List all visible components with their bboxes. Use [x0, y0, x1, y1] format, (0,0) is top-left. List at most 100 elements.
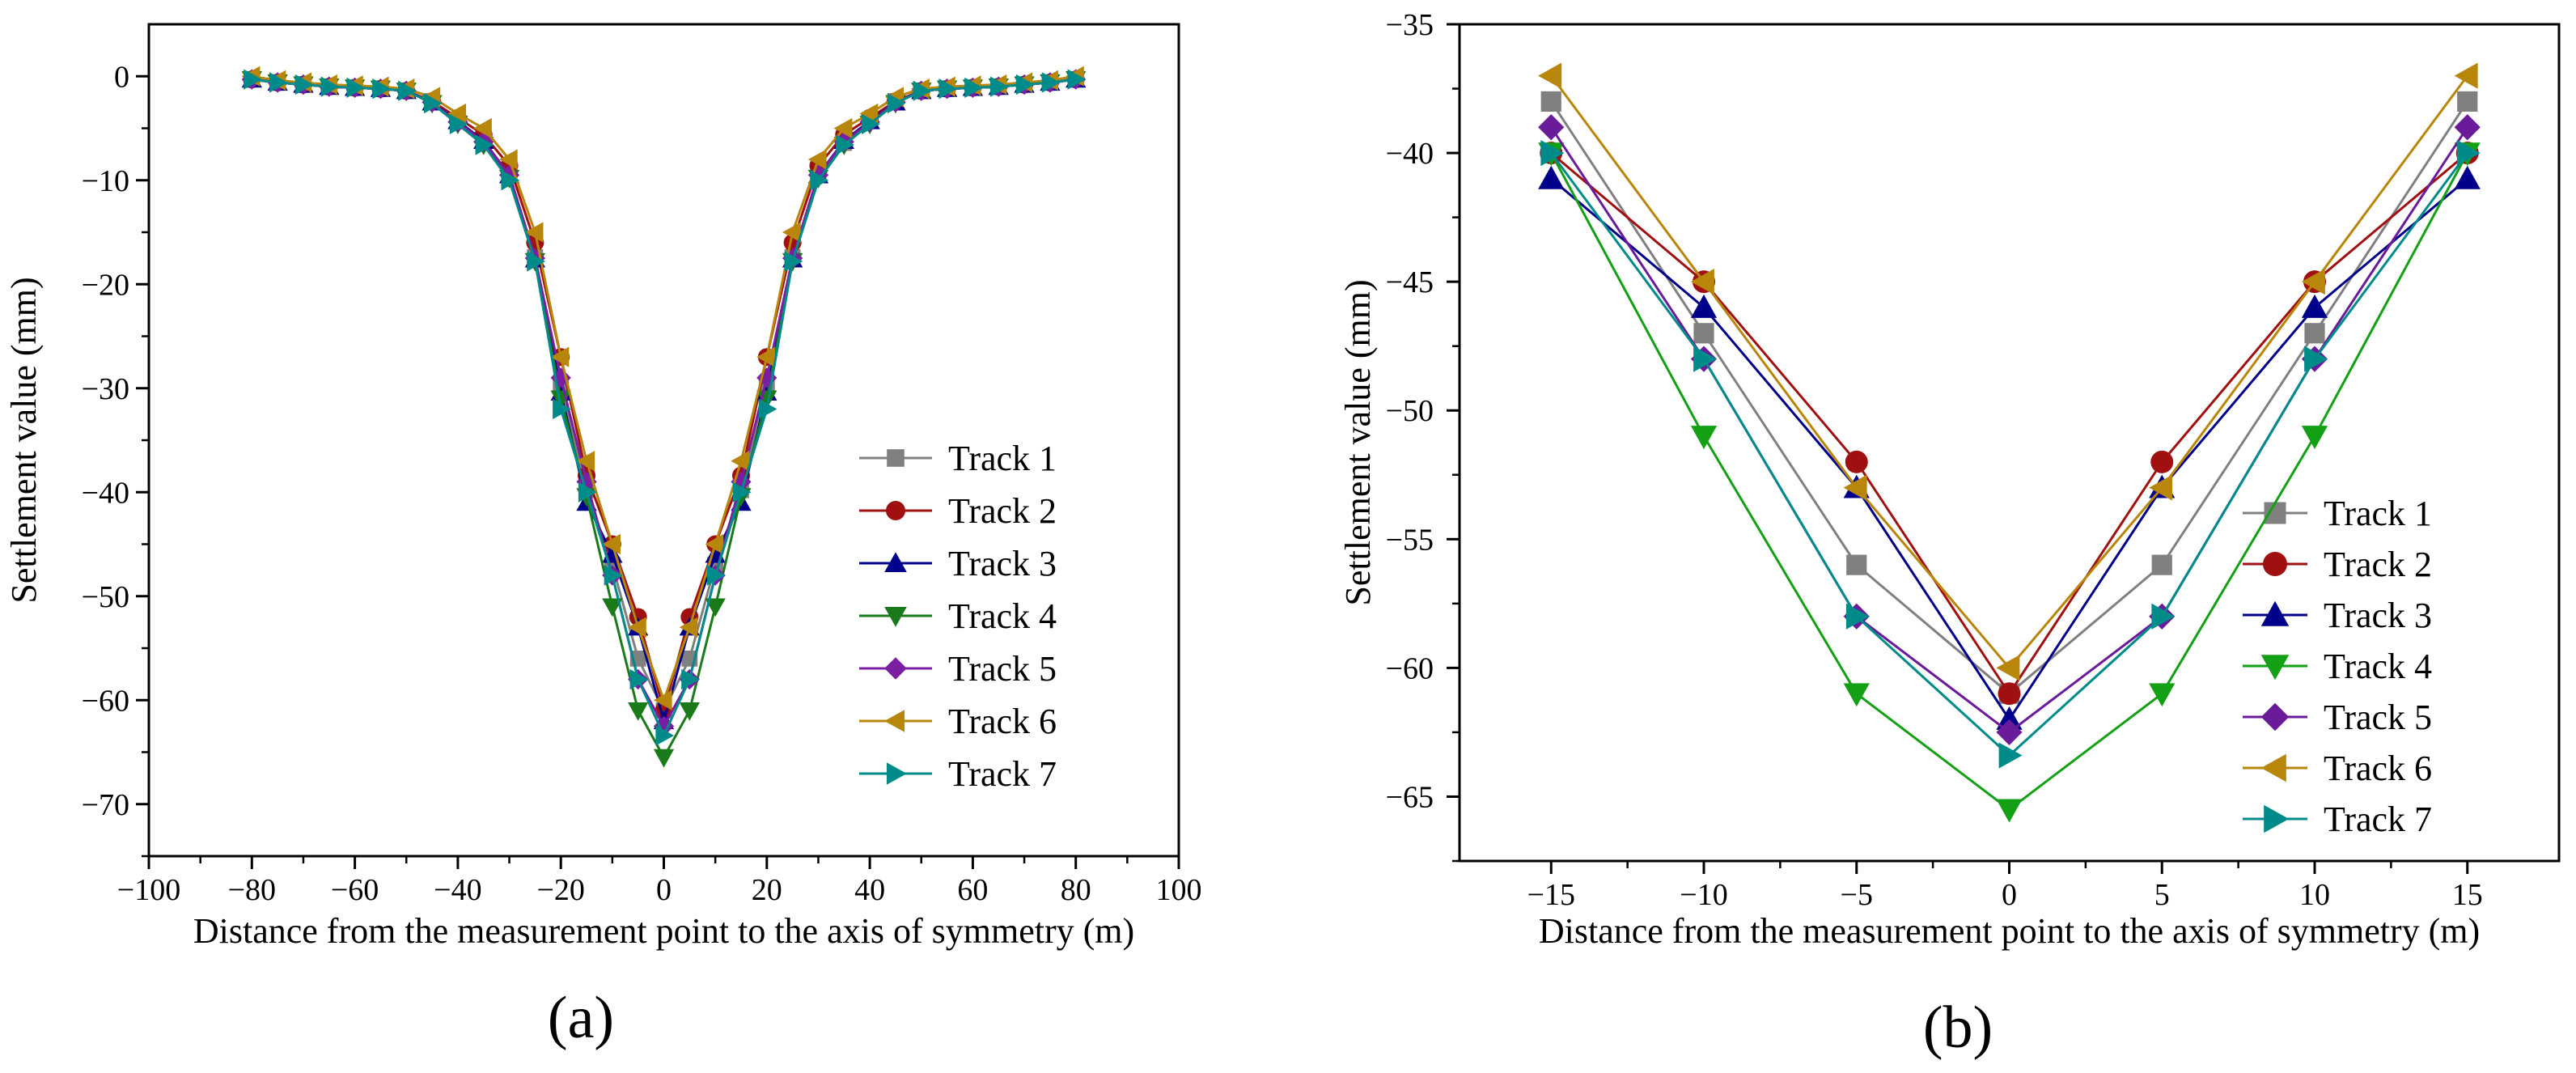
data-point	[320, 76, 340, 97]
data-point	[473, 117, 492, 139]
y-tick-label: −65	[1386, 780, 1434, 814]
data-point	[1015, 74, 1035, 95]
data-point	[244, 69, 262, 90]
data-point	[2301, 426, 2328, 450]
data-point	[2456, 139, 2481, 167]
y-tick-label: 0	[114, 60, 129, 94]
data-point	[578, 481, 597, 503]
data-point	[2301, 294, 2328, 318]
data-point	[2301, 269, 2325, 295]
y-tick-label: −45	[1386, 265, 1434, 299]
x-tick-label: −60	[331, 873, 379, 907]
data-point	[524, 222, 544, 243]
data-point	[602, 598, 623, 617]
data-point	[833, 117, 853, 139]
data-point	[576, 451, 595, 472]
legend-label: Track 5	[2324, 698, 2432, 737]
data-point	[887, 93, 906, 114]
data-point	[807, 149, 827, 170]
data-point	[705, 533, 724, 555]
x-tick-label: 5	[2154, 878, 2170, 912]
legend-label: Track 7	[948, 754, 1057, 794]
data-point	[346, 77, 366, 99]
data-point	[732, 481, 752, 503]
data-point	[1538, 62, 1562, 89]
y-tick-label: −50	[1386, 394, 1434, 428]
x-axis-label: Distance from the measurement point to t…	[1539, 911, 2480, 951]
y-axis-label: Settlement value (mm)	[4, 277, 44, 603]
data-point	[423, 93, 443, 114]
data-point	[475, 134, 494, 155]
x-tick-label: −100	[117, 873, 180, 907]
legend-label: Track 2	[948, 491, 1057, 531]
data-point	[964, 77, 984, 99]
panel-label-a: (a)	[548, 985, 614, 1051]
data-point	[784, 251, 803, 272]
data-point	[1846, 554, 1867, 575]
data-point	[1843, 474, 1867, 501]
chart-a: −100 −80 −60 −40 −20 0 20 40 60 80 100 0 −10 −20 −30 −4…	[4, 23, 1202, 951]
y-tick-label: −60	[1386, 651, 1434, 685]
data-point	[859, 103, 879, 125]
y-axis-label: Settlement value (mm)	[1338, 279, 1378, 605]
y-tick-label: −30	[82, 372, 129, 406]
y-tick-label: −40	[82, 476, 129, 510]
data-point	[653, 689, 672, 710]
data-point	[1690, 294, 1718, 318]
data-point	[527, 251, 546, 272]
data-point	[681, 668, 700, 690]
x-tick-label: 0	[656, 873, 672, 907]
legend-marker	[884, 710, 905, 732]
x-tick-label: 80	[1061, 873, 1091, 907]
data-point	[1067, 69, 1087, 90]
data-point	[1996, 799, 2023, 823]
data-point	[1538, 114, 1565, 141]
data-point	[2149, 474, 2173, 501]
data-point	[758, 398, 777, 420]
data-point	[679, 617, 698, 638]
data-point	[2454, 62, 2478, 89]
data-point	[705, 598, 726, 617]
x-tick-label: 60	[957, 873, 988, 907]
panel-label-b: (b)	[1923, 995, 1993, 1061]
data-point	[1693, 323, 1714, 344]
data-point	[1690, 426, 1718, 450]
x-axis-label: Distance from the measurement point to t…	[193, 911, 1134, 951]
legend-marker	[884, 552, 907, 573]
data-point	[1690, 269, 1714, 295]
data-point	[2151, 554, 2172, 575]
data-point	[1540, 91, 1561, 112]
data-point	[1041, 72, 1061, 93]
data-point	[604, 565, 623, 586]
data-point	[1693, 346, 1718, 372]
data-point	[602, 533, 621, 555]
data-point	[2151, 603, 2176, 630]
series-track-7	[244, 69, 1087, 746]
legend-marker	[2260, 655, 2290, 681]
data-point	[990, 76, 1009, 97]
data-point	[449, 113, 468, 135]
data-point	[294, 74, 314, 95]
data-point	[398, 80, 417, 101]
y-tick-label: −60	[82, 684, 129, 718]
data-point	[1998, 742, 2023, 769]
data-point	[553, 398, 571, 420]
y-tick-label: −35	[1386, 8, 1434, 42]
series-track-6	[1538, 62, 2478, 681]
legend-label: Track 6	[948, 702, 1057, 741]
x-tick-label: −40	[434, 873, 481, 907]
data-point	[1845, 450, 1868, 473]
legend-label: Track 3	[2324, 596, 2432, 635]
legend-label: Track 1	[948, 439, 1057, 478]
y-tick-label: −10	[82, 164, 129, 198]
data-point	[756, 346, 775, 367]
x-tick-label: −15	[1527, 878, 1575, 912]
y-tick-label: −50	[82, 580, 129, 614]
x-tick-label: −80	[228, 873, 276, 907]
x-tick-label: −20	[536, 873, 584, 907]
legend-marker	[2260, 600, 2290, 626]
data-point	[2454, 165, 2481, 189]
data-point	[447, 103, 467, 125]
data-point	[1843, 683, 1870, 707]
